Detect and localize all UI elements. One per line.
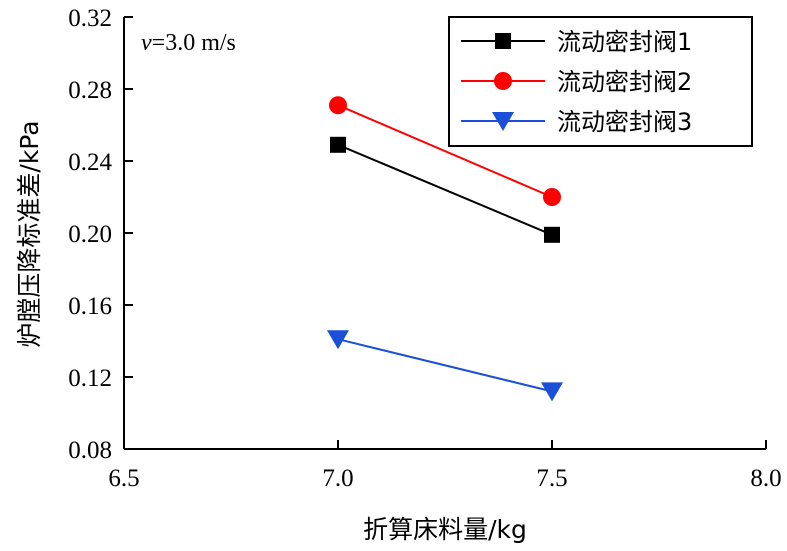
y-tick-label: 0.24 xyxy=(68,149,112,176)
y-tick-label: 0.16 xyxy=(68,293,112,320)
series-3 xyxy=(327,330,563,402)
legend-marker-2 xyxy=(494,72,512,90)
series-1-line xyxy=(337,143,553,236)
legend-marker-3 xyxy=(492,112,514,131)
legend-marker-1 xyxy=(495,33,511,49)
series-2-line xyxy=(337,104,553,198)
series-1-point xyxy=(544,226,560,243)
series-3-point xyxy=(327,330,349,350)
legend-label-2: 流动密封阀2 xyxy=(557,68,692,96)
series-2 xyxy=(329,96,561,206)
velocity-annotation: v=3.0 m/s xyxy=(141,30,236,56)
velocity-symbol: v xyxy=(141,30,152,56)
y-tick-label: 0.28 xyxy=(68,77,112,104)
x-axis-title: 折算床料量/kg xyxy=(363,515,527,544)
series-2-point xyxy=(543,188,561,206)
legend-label-1: 流动密封阀1 xyxy=(557,28,692,56)
series-1-point xyxy=(330,136,346,153)
velocity-value: =3.0 m/s xyxy=(152,30,236,56)
series-3-point xyxy=(541,382,563,402)
y-axis-title: 炉膛压降标准差/kPa xyxy=(15,120,44,347)
series-3-line xyxy=(337,338,553,393)
y-tick-label: 0.08 xyxy=(68,437,112,464)
y-tick-label: 0.12 xyxy=(68,365,112,392)
legend-label-3: 流动密封阀3 xyxy=(557,108,692,136)
x-tick-label: 6.5 xyxy=(108,465,139,492)
axes: 6.5 7.0 7.5 8.0 0.08 0.12 0.16 0.20 0.24 0.28 0.32 xyxy=(68,5,781,492)
y-tick-label: 0.32 xyxy=(68,5,112,32)
series-layer xyxy=(327,96,563,402)
series-2-point xyxy=(329,96,347,115)
x-tick-label: 7.5 xyxy=(536,465,567,492)
y-tick-label: 0.20 xyxy=(68,221,112,248)
legend: 流动密封阀1 流动密封阀2 流动密封阀3 xyxy=(448,16,753,147)
x-tick-label: 8.0 xyxy=(750,465,781,492)
series-1 xyxy=(330,136,560,243)
x-tick-label: 7.0 xyxy=(322,465,353,492)
